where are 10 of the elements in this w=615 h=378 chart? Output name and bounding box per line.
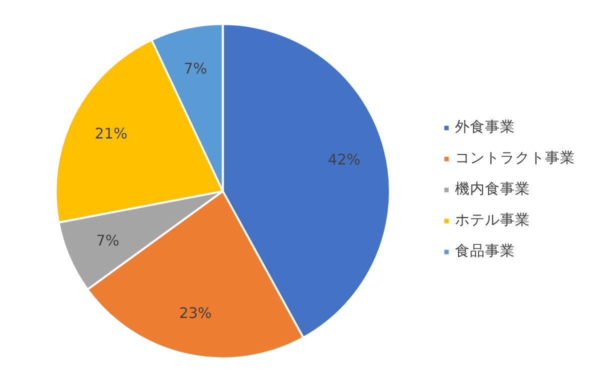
data-label: 21% xyxy=(94,126,128,143)
legend-label: 食品事業 xyxy=(455,242,515,260)
legend-label: コントラクト事業 xyxy=(455,150,575,168)
legend-label: ホテル事業 xyxy=(455,212,530,230)
data-label: 23% xyxy=(179,305,212,322)
legend-label: 外食事業 xyxy=(455,118,515,136)
data-label: 42% xyxy=(328,151,361,168)
legend-label: 機内食事業 xyxy=(455,180,530,198)
data-label: 7% xyxy=(184,60,208,78)
data-label: 7% xyxy=(96,232,120,250)
